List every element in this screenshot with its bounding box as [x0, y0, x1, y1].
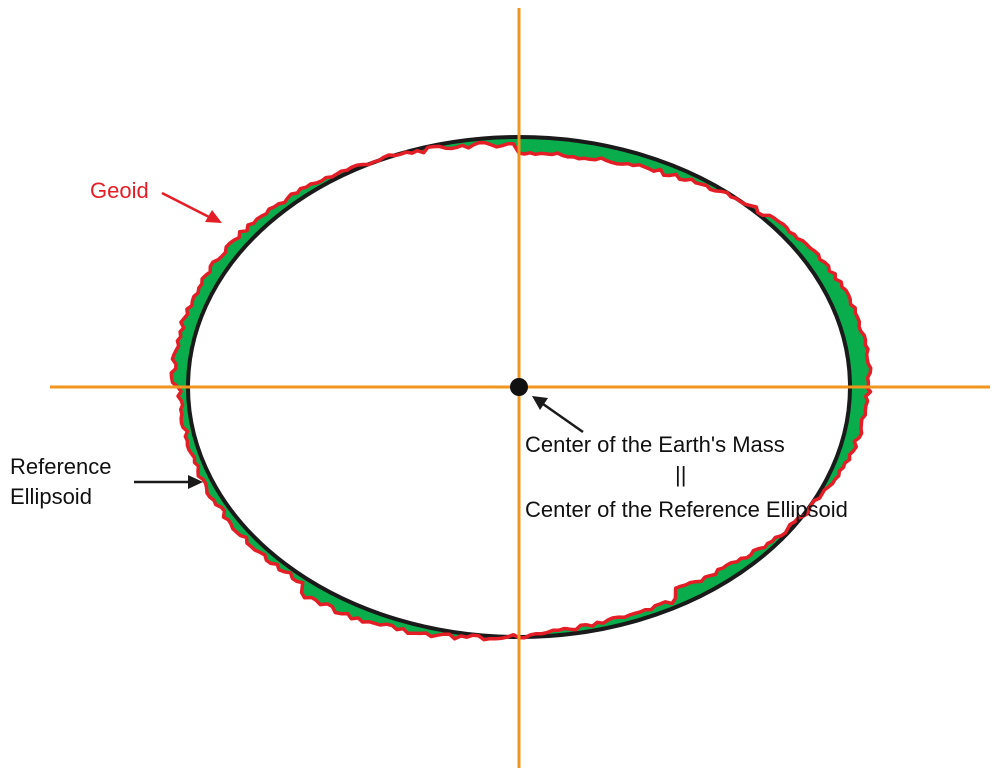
- center-label-equals: ||: [675, 462, 686, 487]
- center-label-line2: Center of the Reference Ellipsoid: [525, 497, 848, 522]
- geoid-label: Geoid: [90, 178, 149, 203]
- center-arrow-icon: [532, 396, 584, 434]
- center-label-line1: Center of the Earth's Mass: [525, 432, 785, 457]
- reference-ellipsoid-label-line2: Ellipsoid: [10, 484, 92, 509]
- reference-ellipsoid-arrow-icon: [134, 475, 203, 489]
- geoid-outline: [169, 140, 873, 642]
- geoid-arrow-icon: [161, 191, 222, 223]
- center-dot-icon: [510, 378, 528, 396]
- reference-ellipsoid-label-line1: Reference: [10, 454, 112, 479]
